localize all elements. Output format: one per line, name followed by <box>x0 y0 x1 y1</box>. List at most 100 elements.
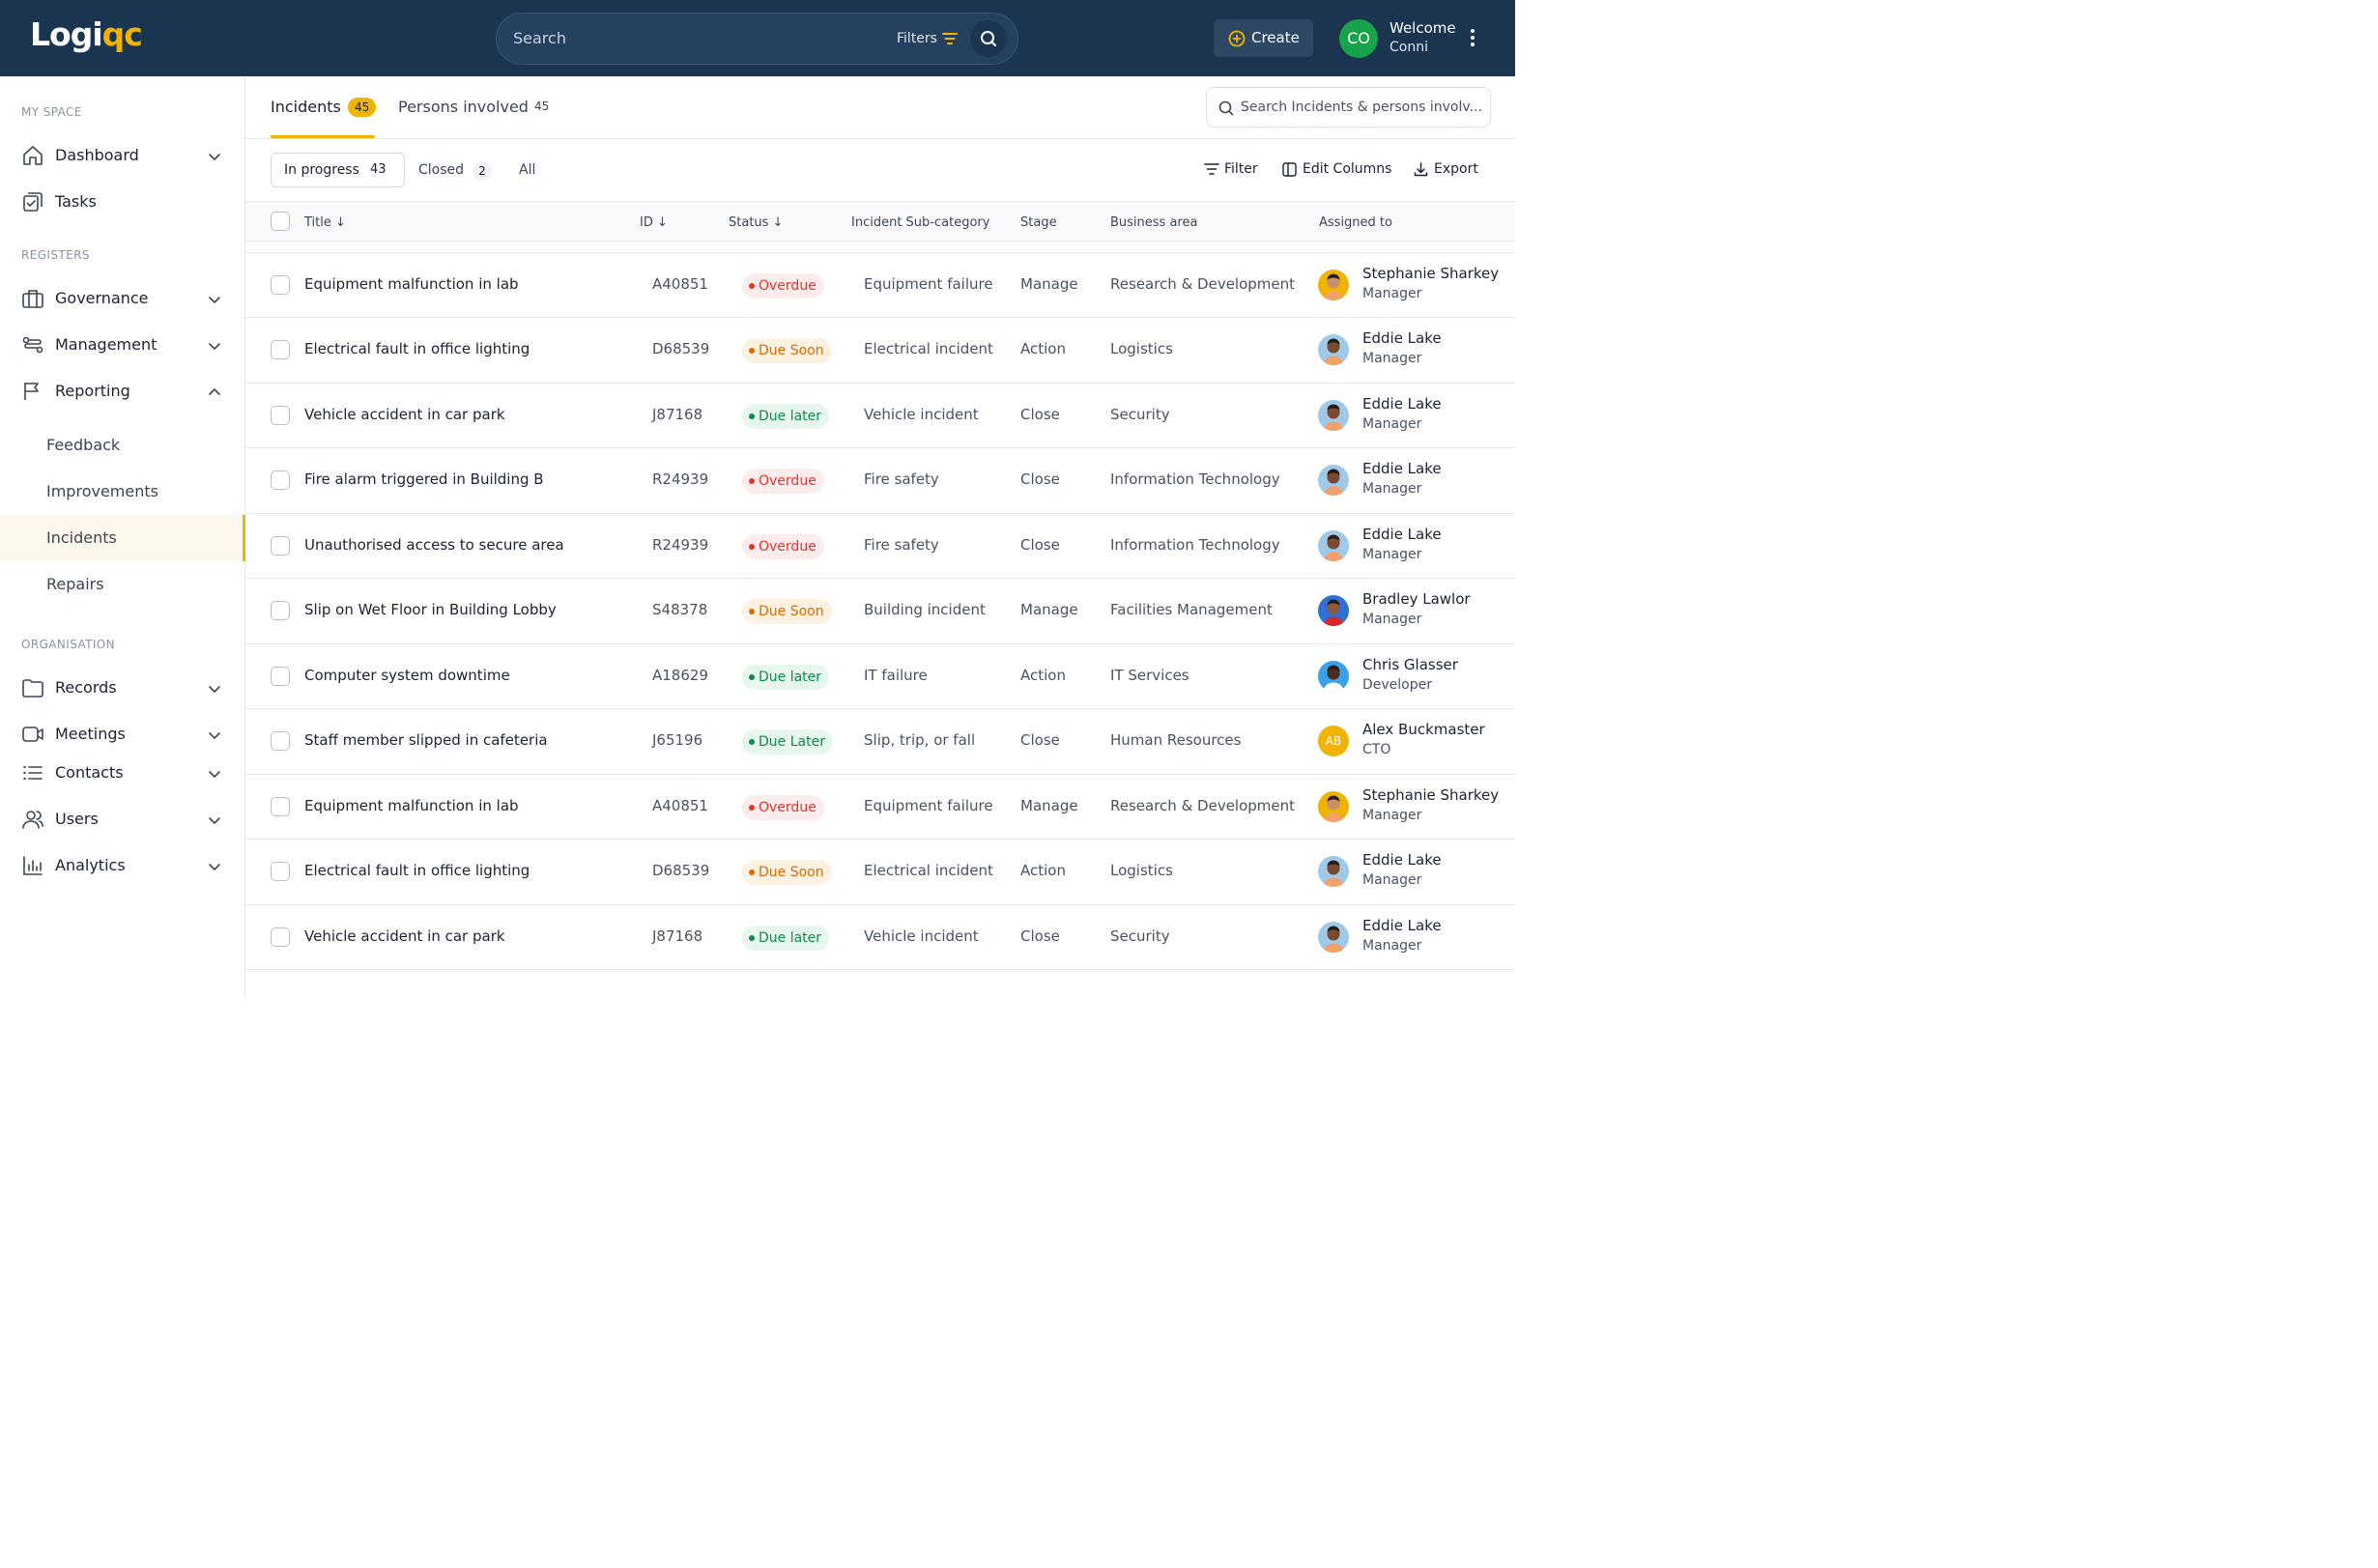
closed-filter[interactable]: Closed <box>418 162 465 178</box>
row-checkbox[interactable] <box>271 340 290 359</box>
table-header: Title ↓ ID ↓ Status ↓ Incident Sub-categ… <box>245 201 1515 242</box>
column-business-area[interactable]: Business area <box>1110 215 1198 230</box>
sidebar-item-reporting[interactable]: Reporting <box>0 370 244 413</box>
incident-title[interactable]: Equipment malfunction in lab <box>304 796 519 814</box>
assignee-role: Manager <box>1362 481 1422 497</box>
chevron-down-icon[interactable] <box>207 338 222 354</box>
assignee-role: Manager <box>1362 546 1422 562</box>
filter-button[interactable]: Filter <box>1204 161 1262 181</box>
tab-incidents[interactable]: Incidents <box>271 98 341 116</box>
table-row[interactable]: Staff member slipped in cafeteriaJ65196D… <box>245 242 1515 253</box>
row-checkbox[interactable] <box>271 470 290 490</box>
incident-title[interactable]: Electrical fault in office lighting <box>304 862 530 879</box>
person-photo-icon <box>1318 790 1349 822</box>
table-row[interactable]: Vehicle accident in car park J87168 Due la… <box>245 384 1515 448</box>
row-checkbox[interactable] <box>271 601 290 620</box>
sidebar-item-meetings[interactable]: Meetings <box>0 713 244 755</box>
row-checkbox[interactable] <box>271 535 290 556</box>
sidebar-item-governance[interactable]: Governance <box>0 277 244 320</box>
table-row[interactable]: Unauthorised access to secure area R24939… <box>245 514 1515 579</box>
export-label: Export <box>1434 161 1478 177</box>
chevron-down-icon[interactable] <box>207 859 222 874</box>
incident-title[interactable]: Computer system downtime <box>304 666 510 684</box>
sidebar-item-improvements[interactable]: Improvements <box>0 469 244 515</box>
table-row[interactable]: Slip on Wet Floor in Building Lobby S4837… <box>245 579 1515 644</box>
sidebar-item-management[interactable]: Management <box>0 324 244 366</box>
chevron-down-icon[interactable] <box>207 813 222 828</box>
person-photo-icon <box>1318 334 1349 365</box>
in-progress-filter[interactable]: In progress 43 <box>271 153 405 187</box>
sidebar-item-label: Records <box>55 678 117 697</box>
row-checkbox[interactable] <box>271 274 290 295</box>
table-row[interactable]: Vehicle accident in car park J87168 Due la… <box>245 905 1515 970</box>
user-avatar[interactable]: CO <box>1339 19 1378 58</box>
search-input[interactable]: Search <box>513 29 566 47</box>
table-row[interactable]: Equipment malfunction in lab A40851 Overdu… <box>245 253 1515 318</box>
table-row[interactable]: Fire alarm triggered in Building B R24939… <box>245 448 1515 514</box>
chevron-down-icon[interactable] <box>207 149 222 164</box>
incident-title[interactable]: Electrical fault in office lighting <box>304 340 530 357</box>
chevron-up-icon[interactable] <box>207 385 222 400</box>
sidebar-item-dashboard[interactable]: Dashboard <box>0 134 244 177</box>
incident-stage: Manage <box>1020 796 1078 814</box>
export-button[interactable]: Export <box>1414 161 1491 181</box>
table-row[interactable]: Computer system downtime A18629 Due later I… <box>245 644 1515 709</box>
chevron-down-icon[interactable] <box>207 292 222 307</box>
chevron-down-icon[interactable] <box>207 727 222 743</box>
sidebar-item-tasks[interactable]: Tasks <box>0 181 244 223</box>
sidebar-item-contacts[interactable]: Contacts <box>0 752 244 794</box>
column-stage[interactable]: Stage <box>1020 215 1057 230</box>
incident-search-input[interactable]: Search Incidents & persons involv... <box>1206 87 1491 128</box>
table-row[interactable]: Electrical fault in office lighting D6853… <box>245 840 1515 905</box>
global-search[interactable]: Search Filters <box>496 13 1018 65</box>
create-button[interactable]: Create <box>1214 19 1313 57</box>
edit-columns-button[interactable]: Edit Columns <box>1282 161 1393 181</box>
incident-title[interactable]: Vehicle accident in car park <box>304 927 505 945</box>
table-row[interactable]: Equipment malfunction in lab A40851 Overdu… <box>245 775 1515 840</box>
column-id[interactable]: ID ↓ <box>640 215 668 230</box>
sidebar-item-label: Improvements <box>46 482 158 500</box>
sidebar-item-repairs[interactable]: Repairs <box>0 561 244 608</box>
sidebar-item-analytics[interactable]: Analytics <box>0 844 244 887</box>
filter-lines-icon[interactable] <box>942 32 958 45</box>
row-checkbox[interactable] <box>271 731 290 751</box>
chevron-down-icon[interactable] <box>207 681 222 697</box>
chevron-down-icon[interactable] <box>207 766 222 782</box>
table-row[interactable]: Electrical fault in office lighting D6853… <box>245 318 1515 384</box>
select-all-checkbox[interactable] <box>271 212 290 231</box>
incident-stage: Close <box>1020 405 1060 423</box>
assignee-role: Manager <box>1362 612 1422 627</box>
row-checkbox[interactable] <box>271 927 290 947</box>
status-badge: Due Soon <box>742 599 832 624</box>
tab-persons-involved[interactable]: Persons involved <box>398 98 529 116</box>
columns-icon <box>1282 162 1297 177</box>
incident-title[interactable]: Fire alarm triggered in Building B <box>304 470 544 488</box>
business-area: Research & Development <box>1110 274 1296 293</box>
sidebar-item-incidents[interactable]: Incidents <box>0 515 245 561</box>
column-status[interactable]: Status ↓ <box>729 215 784 230</box>
incident-title[interactable]: Slip on Wet Floor in Building Lobby <box>304 601 557 618</box>
logo[interactable]: Logiqc <box>30 15 143 53</box>
incident-title[interactable]: Equipment malfunction in lab <box>304 274 519 293</box>
row-checkbox[interactable] <box>271 862 290 881</box>
incident-title[interactable]: Staff member slipped in cafeteria <box>304 731 548 749</box>
filters-button[interactable]: Filters <box>897 31 937 46</box>
row-checkbox[interactable] <box>271 405 290 425</box>
sidebar-item-records[interactable]: Records <box>0 667 244 709</box>
row-checkbox[interactable] <box>271 666 290 686</box>
column-title[interactable]: Title ↓ <box>304 215 346 230</box>
avatar <box>1318 856 1349 887</box>
more-options-icon[interactable] <box>1465 27 1480 50</box>
incident-title[interactable]: Vehicle accident in car park <box>304 405 505 423</box>
sidebar-item-feedback[interactable]: Feedback <box>0 422 244 469</box>
incident-subcategory: Equipment failure <box>864 796 993 814</box>
sidebar-item-users[interactable]: Users <box>0 798 244 841</box>
row-checkbox[interactable] <box>271 796 290 816</box>
search-button[interactable] <box>970 20 1007 57</box>
column-assigned-to[interactable]: Assigned to <box>1319 215 1392 230</box>
incident-id: A18629 <box>652 666 708 684</box>
all-filter[interactable]: All <box>519 162 536 178</box>
column-subcategory[interactable]: Incident Sub-category <box>851 215 990 230</box>
incident-title[interactable]: Unauthorised access to secure area <box>304 535 564 554</box>
